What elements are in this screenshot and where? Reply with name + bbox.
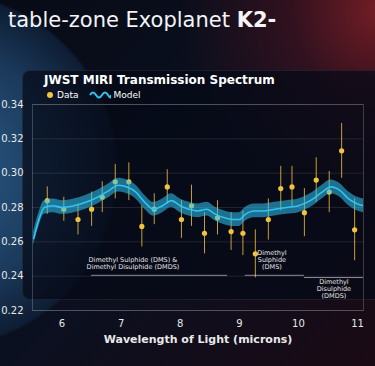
svg-text:0.24: 0.24 [1, 270, 23, 281]
svg-text:0.32: 0.32 [1, 133, 23, 144]
svg-text:0.34: 0.34 [1, 99, 23, 110]
svg-text:0.30: 0.30 [1, 167, 23, 178]
svg-text:9: 9 [236, 318, 242, 329]
svg-text:7: 7 [118, 318, 124, 329]
html-text:Data: Data [57, 90, 79, 100]
svg-text:Wavelength of Light (microns): Wavelength of Light (microns) [104, 333, 293, 346]
html-text:table-zone Exoplanet K2-: table-zone Exoplanet K2- [8, 8, 277, 32]
svg-text:8: 8 [177, 318, 183, 329]
svg-text:DimethylSulphide(DMS): DimethylSulphide(DMS) [257, 249, 287, 271]
svg-text:DimethylDisulphide(DMDS): DimethylDisulphide(DMDS) [317, 278, 351, 300]
svg-text:6: 6 [59, 318, 65, 329]
svg-text:0.22: 0.22 [1, 305, 23, 316]
svg-text:0.26: 0.26 [1, 236, 23, 247]
svg-text:11: 11 [351, 318, 364, 329]
svg-text:Dimethyl Sulphide (DMS) &Dimet: Dimethyl Sulphide (DMS) &Dimethyl Disulp… [87, 256, 180, 271]
svg-text:0.28: 0.28 [1, 202, 23, 213]
html-text:Model: Model [113, 90, 141, 100]
svg-text:10: 10 [292, 318, 305, 329]
html-text:JWST MIRI Transmission Spectru: JWST MIRI Transmission Spectrum [44, 73, 275, 87]
